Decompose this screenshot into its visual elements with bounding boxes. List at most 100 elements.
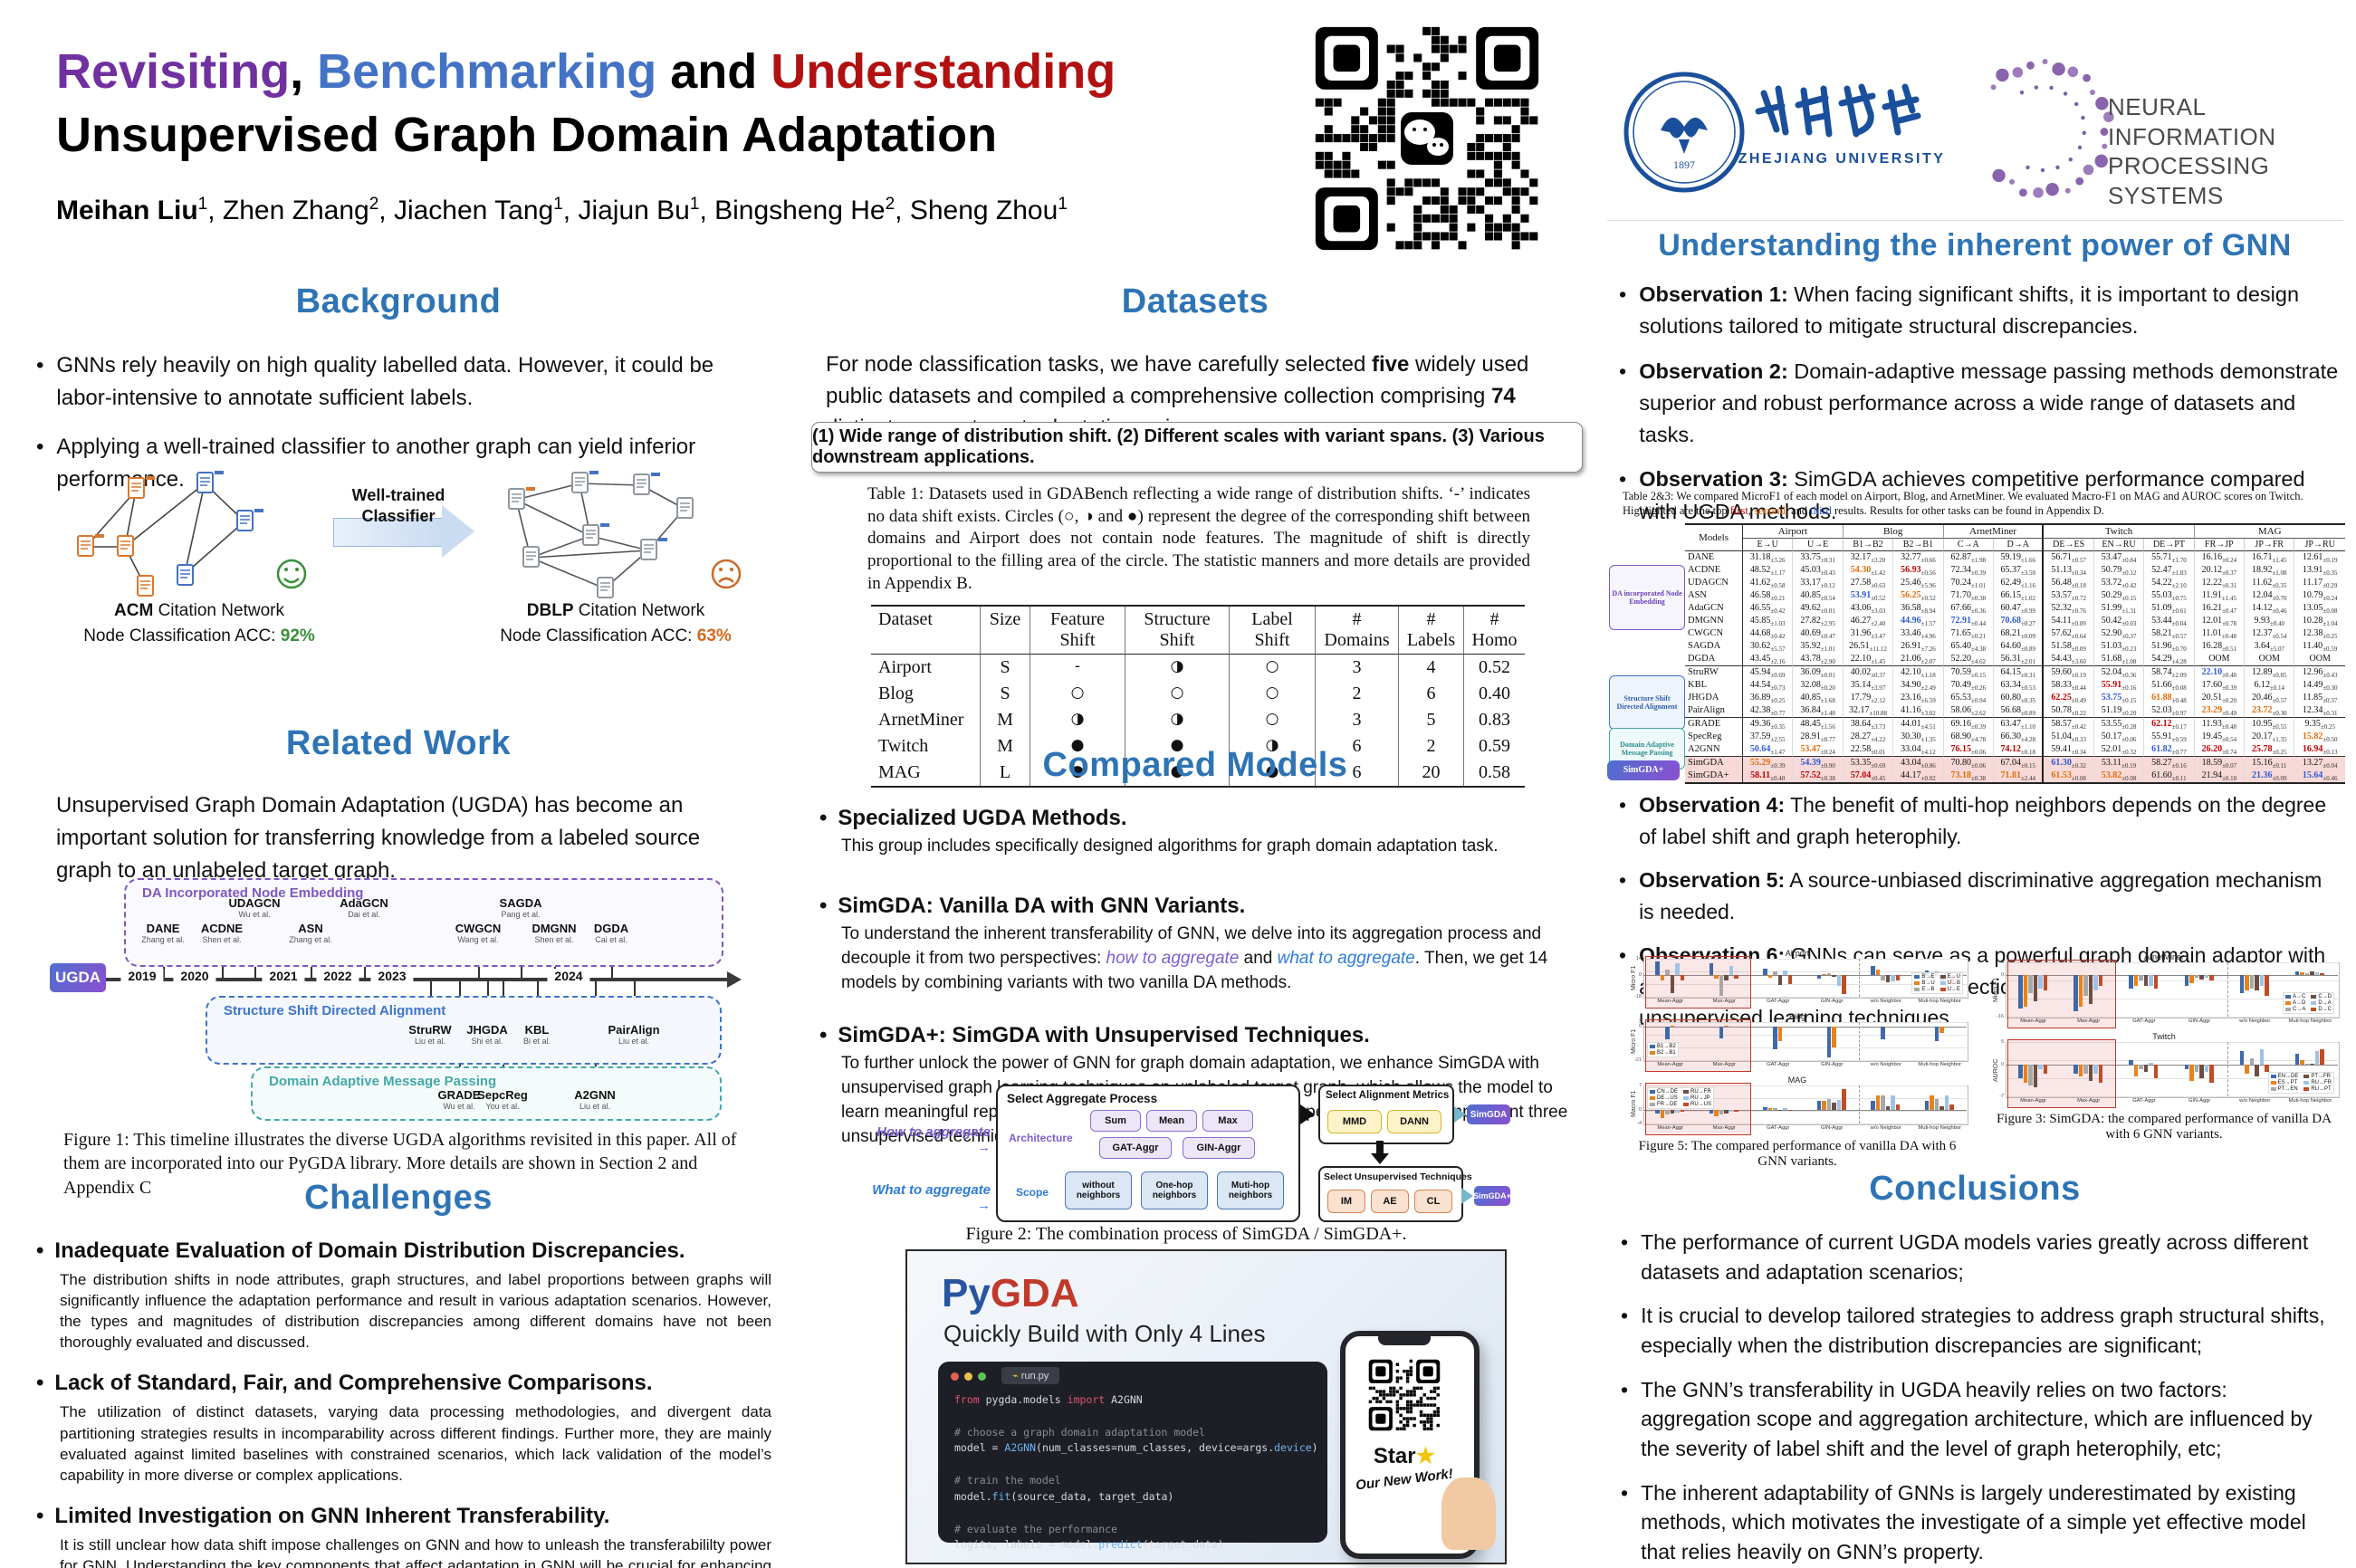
- phone-qr-code: [1365, 1356, 1443, 1434]
- timeline-group-structure-shift: Structure Shift Directed Alignment: [206, 996, 722, 1065]
- metric-cell: 50.64±1.47: [1743, 743, 1794, 756]
- metric-cell: 36.09±0.01: [1793, 665, 1844, 679]
- bar: [2194, 975, 2199, 979]
- bar: [2189, 975, 2194, 983]
- metric-cell: 63.47±1.10: [1994, 717, 2045, 731]
- conclusion-bullet: • The performance of current UGDA models …: [1621, 1230, 2309, 1284]
- metric-cell: 53.47±0.84: [2093, 550, 2145, 564]
- bar: [2310, 1064, 2314, 1065]
- section-heading-gnn-power: Understanding the inherent power of GNN: [1658, 228, 2292, 263]
- bar: [1944, 1095, 1949, 1110]
- model-row-udagcn: UDAGCN: [1685, 577, 1743, 589]
- bar: [1826, 1098, 1832, 1110]
- metric-cell: 59.19±1.66: [1994, 550, 2045, 564]
- table1-cell: 5: [1398, 707, 1463, 733]
- metric-cell: 51.96±0.70: [2144, 640, 2195, 653]
- table1-cell: Blog: [878, 684, 914, 703]
- metric-cell: 61.30±0.32: [2044, 756, 2094, 770]
- col-subheader: B1→B2: [1844, 539, 1894, 550]
- metric-cell: 12.01±0.78: [2195, 615, 2246, 627]
- timeline-year: 2023: [370, 969, 414, 983]
- bar: [2139, 975, 2143, 980]
- metric-cell: 36.84±1.48: [1793, 704, 1844, 717]
- bar: [1891, 975, 1895, 981]
- table1-cell: 6: [1315, 733, 1398, 760]
- metric-cell: 71.65±0.21: [1944, 627, 1995, 640]
- background-figure: Well-trained Classifier ACM Citation Net…: [54, 464, 752, 658]
- metric-cell: 40.02±0.37: [1843, 665, 1894, 679]
- metric-cell: 31.96±3.47: [1844, 627, 1894, 640]
- figure1-caption: Figure 1: This timeline illustrates the …: [63, 1130, 737, 1198]
- code-window: ⌁ run.py from pygda.models import A2GNN …: [938, 1362, 1327, 1551]
- metric-cell: 67.66±0.36: [1944, 602, 1995, 615]
- bar: [1934, 1098, 1939, 1110]
- metric-cell: 14.12±0.46: [2245, 602, 2295, 615]
- metric-cell: 68.21±0.09: [1994, 627, 2045, 640]
- pill-cl: CL: [1414, 1190, 1452, 1213]
- bar: [1767, 975, 1773, 978]
- table1-cell: 20: [1398, 760, 1463, 786]
- table1-cell: M: [980, 733, 1030, 760]
- code-line: [954, 1506, 1318, 1522]
- col-subheader: B2→B1: [1893, 539, 1944, 550]
- col-group-blog: Blog: [1843, 525, 1944, 539]
- metric-cell: 59.60±0.19: [2044, 665, 2094, 679]
- neurips-swirl-icon: [1990, 59, 2114, 198]
- metric-cell: 53.82±0.08: [2093, 770, 2145, 782]
- metric-cell: 53.75±0.15: [2094, 692, 2145, 704]
- metric-cell: OOM: [2245, 653, 2295, 665]
- bar: [1836, 975, 1842, 987]
- section-heading-datasets: Datasets: [1121, 282, 1269, 320]
- bar: [2088, 1065, 2093, 1081]
- metric-cell: 46.58±0.21: [1743, 589, 1794, 602]
- table1-cell: ●: [1125, 760, 1229, 786]
- metric-cell: 58.06±2.62: [1944, 704, 1995, 717]
- bar: [2133, 975, 2139, 986]
- poster-title-line1: Revisiting, Benchmarking and Understandi…: [56, 44, 1116, 99]
- observation: • Observation 3: SimGDA achieves competit…: [1619, 467, 2305, 523]
- metric-cell: 56.31±2.01: [1994, 653, 2045, 665]
- mini-bar-chart-arnetminer: ArnetMinerArchitecture ↔ ScopeMicro F150…: [1987, 952, 2341, 1028]
- bar: [1777, 1027, 1783, 1041]
- metric-cell: 51.99±1.31: [2094, 602, 2145, 615]
- observation: • Observation 2: Domain-adaptive message …: [1619, 359, 2339, 447]
- bar: [2088, 975, 2093, 1004]
- table1-cell: -: [1030, 655, 1125, 681]
- metric-cell: 51.19±0.20: [2094, 704, 2145, 717]
- col-group-arnetminer: ArnetMiner: [1943, 525, 2045, 539]
- metric-cell: 65.40±4.38: [1944, 640, 1995, 653]
- bar: [2189, 1065, 2194, 1081]
- timeline-method-a2gnn: A2GNN Liu et al.: [574, 1088, 616, 1111]
- bar: [1763, 968, 1767, 976]
- metric-cell: 58.21±0.57: [2144, 627, 2195, 640]
- model-row-pairalign: PairAlign: [1685, 704, 1743, 717]
- metric-cell: 68.90±4.78: [1944, 731, 1995, 743]
- metric-cell: 12.22±0.31: [2195, 577, 2246, 589]
- metric-cell: 53.47±0.24: [1793, 743, 1844, 756]
- pill-max: Max: [1202, 1110, 1253, 1132]
- bar: [2033, 975, 2038, 1001]
- table1-cell: ○: [1030, 681, 1125, 707]
- metric-cell: 45.85±1.03: [1743, 615, 1794, 627]
- timeline-method-sepcreg: SepcReg You et al.: [477, 1088, 528, 1111]
- bar: [2249, 1057, 2255, 1065]
- bar: [1885, 1105, 1891, 1110]
- metric-cell: 54.43±3.60: [2044, 653, 2094, 665]
- metric-cell: 32.08±0.20: [1793, 679, 1844, 692]
- timeline-year: 2021: [262, 969, 305, 983]
- metric-cell: 76.15±0.06: [1944, 743, 1995, 756]
- metric-cell: 11.40±0.59: [2303, 640, 2338, 653]
- bar: [2255, 975, 2259, 991]
- pill-scope-2: Muti-hop neighbors: [1217, 1171, 1284, 1209]
- pill-ae: AE: [1371, 1190, 1409, 1213]
- metric-cell: 74.12±0.18: [1994, 743, 2045, 756]
- bar: [1660, 975, 1665, 980]
- arrow-right-icon: [1300, 1104, 1315, 1124]
- bar: [2265, 975, 2269, 997]
- metric-cell: 62.25±0.49: [2044, 692, 2094, 704]
- metric-cell: 16.28±0.51: [2195, 640, 2246, 653]
- bar: [2184, 1065, 2189, 1069]
- architecture-label: Architecture: [1009, 1132, 1073, 1144]
- table1-cell: 0.83: [1463, 707, 1525, 733]
- bar: [2184, 975, 2189, 986]
